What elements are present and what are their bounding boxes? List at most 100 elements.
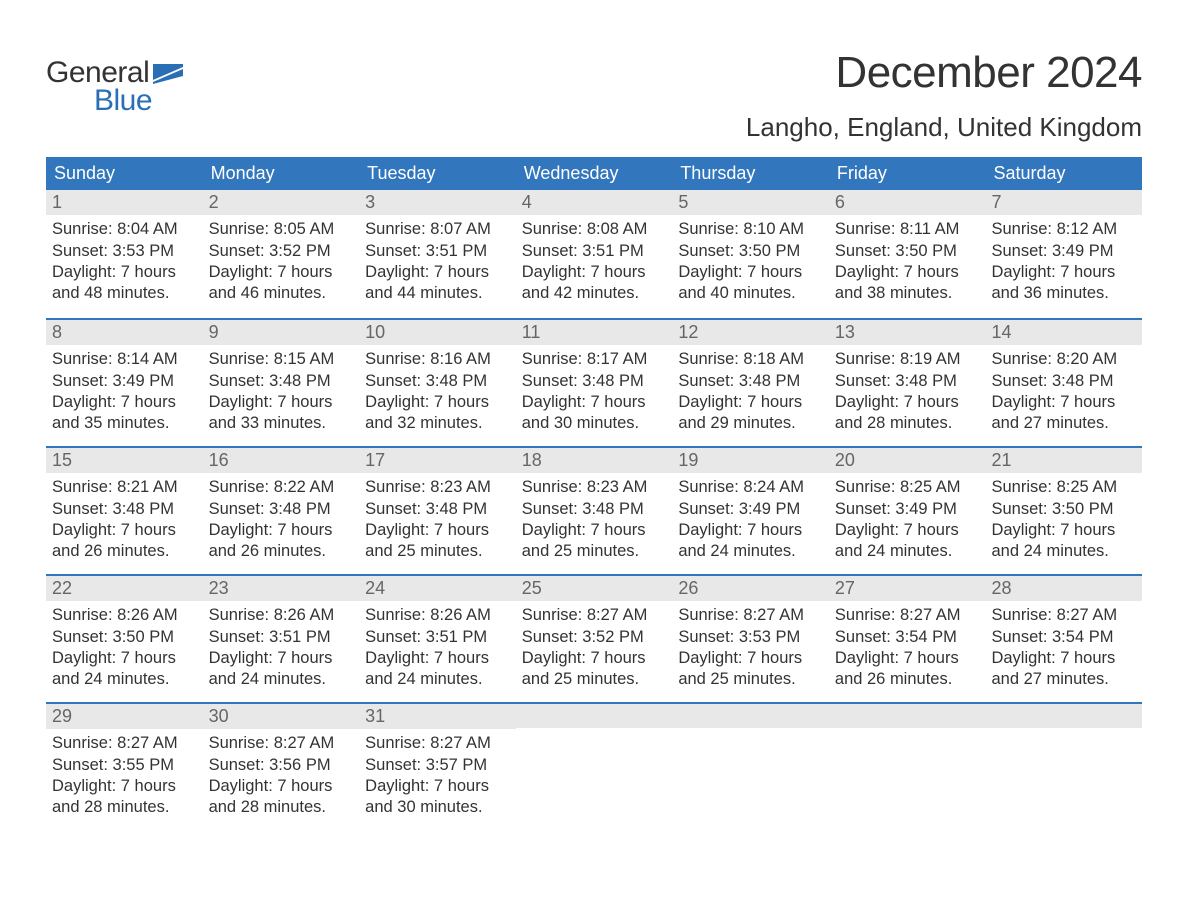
sunset-line: Sunset: 3:51 PM [365, 627, 510, 648]
day-number: 21 [985, 448, 1142, 473]
sunset-line: Sunset: 3:48 PM [365, 499, 510, 520]
daylight-line: Daylight: 7 hours and 30 minutes. [365, 776, 510, 818]
day-body: Sunrise: 8:22 AMSunset: 3:48 PMDaylight:… [203, 473, 360, 571]
calendar-day-cell: 13Sunrise: 8:19 AMSunset: 3:48 PMDayligh… [829, 320, 986, 446]
sunrise-line: Sunrise: 8:27 AM [52, 733, 197, 754]
daylight-line: Daylight: 7 hours and 24 minutes. [209, 648, 354, 690]
day-body: Sunrise: 8:17 AMSunset: 3:48 PMDaylight:… [516, 345, 673, 443]
calendar-day-cell: 31Sunrise: 8:27 AMSunset: 3:57 PMDayligh… [359, 704, 516, 830]
sunrise-line: Sunrise: 8:12 AM [991, 219, 1136, 240]
sunrise-line: Sunrise: 8:22 AM [209, 477, 354, 498]
daylight-line: Daylight: 7 hours and 26 minutes. [52, 520, 197, 562]
sunset-line: Sunset: 3:49 PM [835, 499, 980, 520]
sunset-line: Sunset: 3:48 PM [835, 371, 980, 392]
sunset-line: Sunset: 3:52 PM [209, 241, 354, 262]
calendar-day-cell: 16Sunrise: 8:22 AMSunset: 3:48 PMDayligh… [203, 448, 360, 574]
sunrise-line: Sunrise: 8:21 AM [52, 477, 197, 498]
calendar-day-cell: 22Sunrise: 8:26 AMSunset: 3:50 PMDayligh… [46, 576, 203, 702]
day-body: Sunrise: 8:18 AMSunset: 3:48 PMDaylight:… [672, 345, 829, 443]
weekday-header: Monday [203, 157, 360, 190]
calendar-day-cell: 2Sunrise: 8:05 AMSunset: 3:52 PMDaylight… [203, 190, 360, 318]
day-number: 28 [985, 576, 1142, 601]
day-body: Sunrise: 8:27 AMSunset: 3:56 PMDaylight:… [203, 729, 360, 827]
sunset-line: Sunset: 3:57 PM [365, 755, 510, 776]
daylight-line: Daylight: 7 hours and 24 minutes. [835, 520, 980, 562]
sunset-line: Sunset: 3:49 PM [991, 241, 1136, 262]
sunrise-line: Sunrise: 8:11 AM [835, 219, 980, 240]
sunrise-line: Sunrise: 8:27 AM [522, 605, 667, 626]
day-body: Sunrise: 8:27 AMSunset: 3:54 PMDaylight:… [985, 601, 1142, 699]
sunset-line: Sunset: 3:51 PM [209, 627, 354, 648]
calendar-day-cell: 23Sunrise: 8:26 AMSunset: 3:51 PMDayligh… [203, 576, 360, 702]
day-number: 6 [829, 190, 986, 215]
calendar-day-cell: 9Sunrise: 8:15 AMSunset: 3:48 PMDaylight… [203, 320, 360, 446]
day-number: 30 [203, 704, 360, 729]
sunset-line: Sunset: 3:50 PM [991, 499, 1136, 520]
calendar-day-cell: 4Sunrise: 8:08 AMSunset: 3:51 PMDaylight… [516, 190, 673, 318]
daylight-line: Daylight: 7 hours and 36 minutes. [991, 262, 1136, 304]
weekday-header: Saturday [985, 157, 1142, 190]
calendar-day-cell: 17Sunrise: 8:23 AMSunset: 3:48 PMDayligh… [359, 448, 516, 574]
day-number: 24 [359, 576, 516, 601]
sunrise-line: Sunrise: 8:07 AM [365, 219, 510, 240]
sunrise-line: Sunrise: 8:10 AM [678, 219, 823, 240]
calendar-week: 29Sunrise: 8:27 AMSunset: 3:55 PMDayligh… [46, 702, 1142, 830]
sunrise-line: Sunrise: 8:27 AM [835, 605, 980, 626]
daylight-line: Daylight: 7 hours and 26 minutes. [835, 648, 980, 690]
sunset-line: Sunset: 3:54 PM [991, 627, 1136, 648]
sunrise-line: Sunrise: 8:14 AM [52, 349, 197, 370]
day-body: Sunrise: 8:25 AMSunset: 3:50 PMDaylight:… [985, 473, 1142, 571]
sunset-line: Sunset: 3:56 PM [209, 755, 354, 776]
sunrise-line: Sunrise: 8:08 AM [522, 219, 667, 240]
day-number: 16 [203, 448, 360, 473]
calendar-day-cell [516, 704, 673, 830]
sunrise-line: Sunrise: 8:05 AM [209, 219, 354, 240]
sunrise-line: Sunrise: 8:25 AM [991, 477, 1136, 498]
sunrise-line: Sunrise: 8:27 AM [365, 733, 510, 754]
weekday-header: Wednesday [516, 157, 673, 190]
day-number: 10 [359, 320, 516, 345]
calendar-day-cell [985, 704, 1142, 830]
daylight-line: Daylight: 7 hours and 28 minutes. [52, 776, 197, 818]
sunrise-line: Sunrise: 8:20 AM [991, 349, 1136, 370]
sunrise-line: Sunrise: 8:27 AM [209, 733, 354, 754]
calendar-day-cell: 25Sunrise: 8:27 AMSunset: 3:52 PMDayligh… [516, 576, 673, 702]
calendar-day-cell: 8Sunrise: 8:14 AMSunset: 3:49 PMDaylight… [46, 320, 203, 446]
calendar-day-cell: 10Sunrise: 8:16 AMSunset: 3:48 PMDayligh… [359, 320, 516, 446]
sunset-line: Sunset: 3:52 PM [522, 627, 667, 648]
day-number: 19 [672, 448, 829, 473]
daylight-line: Daylight: 7 hours and 24 minutes. [365, 648, 510, 690]
day-number: 23 [203, 576, 360, 601]
sunrise-line: Sunrise: 8:26 AM [365, 605, 510, 626]
day-body: Sunrise: 8:10 AMSunset: 3:50 PMDaylight:… [672, 215, 829, 313]
daylight-line: Daylight: 7 hours and 42 minutes. [522, 262, 667, 304]
sunrise-line: Sunrise: 8:18 AM [678, 349, 823, 370]
daylight-line: Daylight: 7 hours and 48 minutes. [52, 262, 197, 304]
daylight-line: Daylight: 7 hours and 24 minutes. [678, 520, 823, 562]
calendar-day-cell [672, 704, 829, 830]
day-body: Sunrise: 8:20 AMSunset: 3:48 PMDaylight:… [985, 345, 1142, 443]
header: General Blue December 2024 Langho, Engla… [46, 48, 1142, 143]
day-body: Sunrise: 8:27 AMSunset: 3:52 PMDaylight:… [516, 601, 673, 699]
day-body: Sunrise: 8:27 AMSunset: 3:53 PMDaylight:… [672, 601, 829, 699]
daylight-line: Daylight: 7 hours and 25 minutes. [522, 648, 667, 690]
calendar-day-cell: 5Sunrise: 8:10 AMSunset: 3:50 PMDaylight… [672, 190, 829, 318]
day-number: 27 [829, 576, 986, 601]
calendar-day-cell: 24 Sunrise: 8:26 AMSunset: 3:51 PMDayligh… [359, 576, 516, 702]
day-body: Sunrise: 8:14 AMSunset: 3:49 PMDaylight:… [46, 345, 203, 443]
day-body: Sunrise: 8:12 AMSunset: 3:49 PMDaylight:… [985, 215, 1142, 313]
day-number: 22 [46, 576, 203, 601]
day-body: Sunrise: 8:23 AMSunset: 3:48 PMDaylight:… [359, 473, 516, 571]
daylight-line: Daylight: 7 hours and 30 minutes. [522, 392, 667, 434]
sunrise-line: Sunrise: 8:04 AM [52, 219, 197, 240]
day-number: 13 [829, 320, 986, 345]
sunset-line: Sunset: 3:53 PM [678, 627, 823, 648]
day-body: Sunrise: 8:23 AMSunset: 3:48 PMDaylight:… [516, 473, 673, 571]
daylight-line: Daylight: 7 hours and 25 minutes. [522, 520, 667, 562]
calendar-day-cell: 1Sunrise: 8:04 AMSunset: 3:53 PMDaylight… [46, 190, 203, 318]
calendar-day-cell: 20Sunrise: 8:25 AMSunset: 3:49 PMDayligh… [829, 448, 986, 574]
sunrise-line: Sunrise: 8:25 AM [835, 477, 980, 498]
sunrise-line: Sunrise: 8:27 AM [991, 605, 1136, 626]
daylight-line: Daylight: 7 hours and 32 minutes. [365, 392, 510, 434]
sunrise-line: Sunrise: 8:19 AM [835, 349, 980, 370]
